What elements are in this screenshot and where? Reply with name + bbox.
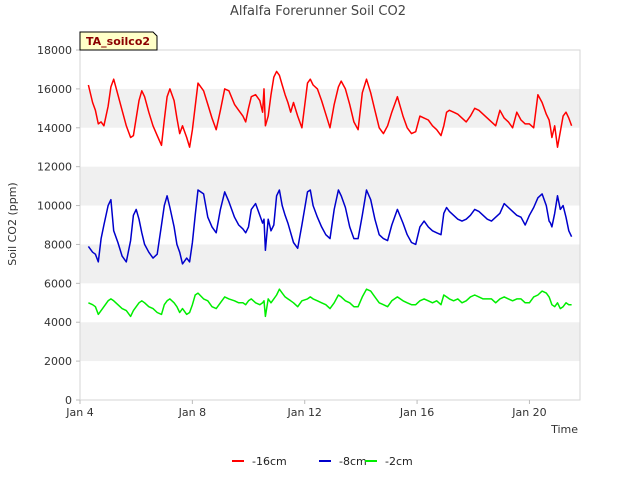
series-layer	[87, 70, 573, 318]
y-tick-label: 10000	[37, 200, 72, 213]
grid-band	[80, 244, 580, 284]
legend-label: -16cm	[252, 455, 287, 468]
grid-band	[80, 322, 580, 362]
legend-item: -8cm	[319, 455, 367, 468]
tag-box-shape	[79, 31, 158, 51]
x-tick-label: Jan 4	[65, 406, 93, 419]
y-tick-label: 12000	[37, 161, 72, 174]
legend: -16cm -8cm -2cm	[232, 455, 413, 468]
y-tick-label: 0	[65, 394, 72, 407]
grid-bands	[80, 88, 580, 362]
series-line-16cmcm	[87, 70, 573, 148]
y-tick-label: 18000	[37, 44, 72, 57]
x-tick-label: Jan 8	[178, 406, 206, 419]
x-axis-label: Time	[550, 423, 578, 436]
y-tick-label: 8000	[44, 238, 72, 251]
series-line-8cmcm	[87, 189, 573, 265]
tag-label: TA_soilco2	[86, 35, 150, 48]
grid-band	[80, 88, 580, 128]
series-line-2cmcm	[88, 288, 572, 318]
legend-item: -2cm	[365, 455, 413, 468]
x-tick-label: Jan 16	[399, 406, 434, 419]
y-axis: 0 2000 4000 6000 8000 10000 12000 14000 16000 180…	[37, 44, 80, 407]
y-tick-label: 2000	[44, 355, 72, 368]
y-tick-label: 6000	[44, 277, 72, 290]
legend-label: -8cm	[339, 455, 367, 468]
plot-border	[79, 49, 581, 401]
x-tick-label: Jan 20	[511, 406, 546, 419]
x-axis: Jan 4 Jan 8 Jan 12 Jan 16 Jan 20	[65, 400, 547, 419]
legend-item: -16cm	[232, 455, 287, 468]
tag-box: TA_soilco2	[79, 31, 158, 51]
chart-title: Alfalfa Forerunner Soil CO2	[230, 4, 406, 19]
y-axis-label: Soil CO2 (ppm)	[6, 182, 19, 265]
grid-band	[80, 166, 580, 206]
y-tick-label: 4000	[44, 316, 72, 329]
legend-label: -2cm	[385, 455, 413, 468]
y-tick-label: 14000	[37, 122, 72, 135]
y-tick-label: 16000	[37, 83, 72, 96]
x-tick-label: Jan 12	[286, 406, 321, 419]
